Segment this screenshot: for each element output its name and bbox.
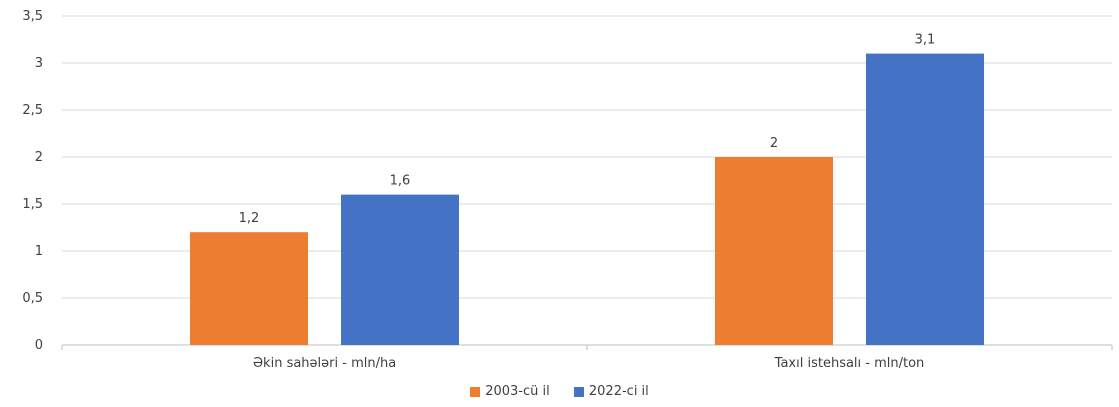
- y-tick-label: 3,5: [22, 9, 43, 24]
- chart-canvas: 0 0,5 1 1,5 2 2,5 3 3,5 1,2 1,6 2 3,1 Əkin sahələr…: [22, 9, 1113, 371]
- legend-label-series-1: 2022-ci il: [588, 384, 649, 399]
- y-tick-label: 1,5: [22, 197, 43, 212]
- legend-item-series-1: 2022-ci il: [573, 384, 649, 399]
- bar-series-0-cat-0: [190, 232, 308, 345]
- category-label-0: Əkin sahələri - mln/ha: [253, 356, 396, 371]
- y-tick-label: 1: [35, 244, 43, 259]
- y-axis-ticks: 0 0,5 1 1,5 2 2,5 3 3,5: [22, 9, 43, 353]
- bar-series-0-cat-1: [715, 157, 833, 345]
- data-label-series-0-cat-1: 2: [770, 136, 778, 151]
- bar-series-1-cat-0: [341, 194, 459, 345]
- bars: [190, 53, 984, 345]
- legend-swatch-series-1: [573, 386, 584, 397]
- legend-label-series-0: 2003-cü il: [485, 384, 550, 399]
- y-tick-label: 3: [35, 56, 43, 71]
- category-label-1: Taxıl istehsalı - mln/ton: [774, 356, 925, 371]
- y-tick-label: 0: [35, 338, 43, 353]
- bar-series-1-cat-1: [866, 53, 984, 345]
- legend-item-series-0: 2003-cü il: [470, 384, 550, 399]
- data-label-series-0-cat-0: 1,2: [239, 211, 260, 226]
- legend: 2003-cü il 2022-ci il: [0, 384, 1119, 401]
- data-labels: 1,2 1,6 2 3,1: [239, 33, 936, 227]
- data-label-series-1-cat-0: 1,6: [390, 174, 411, 189]
- data-label-series-1-cat-1: 3,1: [915, 33, 936, 48]
- y-tick-label: 0,5: [22, 291, 43, 306]
- y-tick-label: 2: [35, 150, 43, 165]
- x-axis-categories: Əkin sahələri - mln/ha Taxıl istehsalı - …: [253, 356, 924, 371]
- legend-swatch-series-0: [470, 386, 481, 397]
- y-tick-label: 2,5: [22, 103, 43, 118]
